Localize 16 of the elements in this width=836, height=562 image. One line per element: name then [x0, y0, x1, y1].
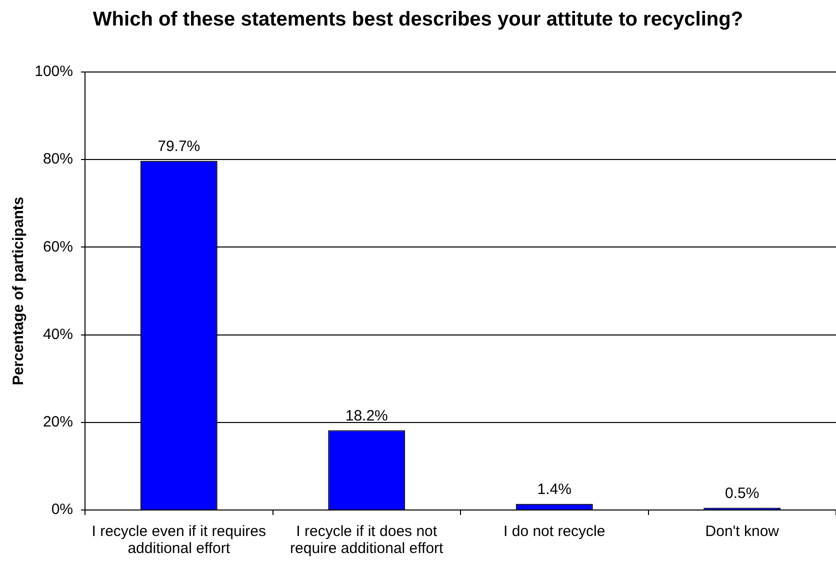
y-axis-title: Percentage of participants	[10, 196, 28, 386]
x-tick-label: I recycle if it does not require additional effort	[290, 522, 444, 558]
y-tick-label: 0%	[51, 501, 73, 518]
y-tick-label: 40%	[42, 326, 73, 343]
x-tick-label: I do not recycle	[504, 522, 606, 540]
x-tick-label: Don't know	[705, 522, 780, 540]
y-tick-label: 80%	[42, 150, 73, 168]
data-label: 0.5%	[725, 484, 760, 502]
data-label: 1.4%	[537, 480, 572, 498]
data-label: 79.7%	[158, 138, 200, 155]
y-tick-label: 100%	[34, 63, 73, 80]
chart-title: Which of these statements best describes your attitute to recycling?	[92, 8, 744, 31]
y-tick-label: 60%	[42, 238, 73, 256]
x-tick-label: I recycle even if it requires additional effort	[92, 522, 266, 558]
y-tick-label: 20%	[42, 414, 73, 431]
data-label: 18.2%	[345, 407, 388, 424]
